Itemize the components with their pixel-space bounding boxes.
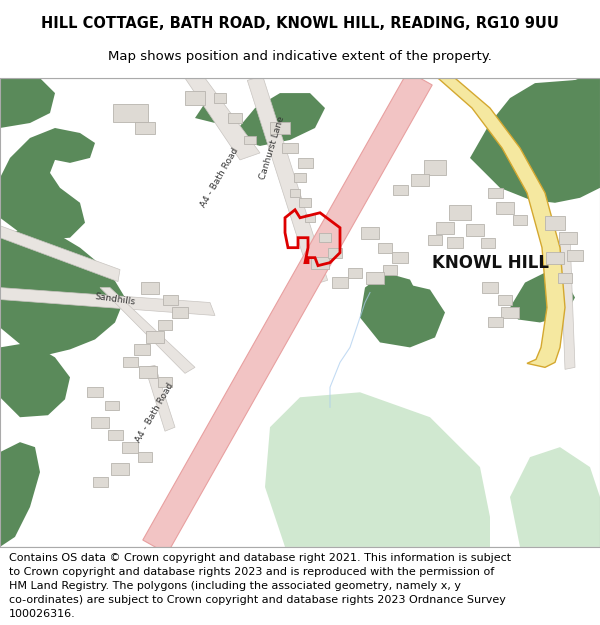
Bar (348, 268, 362, 278)
Bar (558, 272, 572, 282)
Polygon shape (185, 78, 260, 160)
Bar (270, 122, 290, 134)
Bar (361, 227, 379, 239)
Bar (146, 331, 164, 343)
Polygon shape (0, 342, 70, 418)
Bar (290, 189, 300, 197)
Polygon shape (560, 236, 575, 369)
Bar (122, 442, 138, 452)
Bar (158, 378, 172, 388)
Bar (185, 91, 205, 105)
Bar (122, 357, 137, 367)
Bar (487, 318, 503, 328)
Polygon shape (510, 272, 575, 322)
Text: HM Land Registry. The polygons (including the associated geometry, namely x, y: HM Land Registry. The polygons (includin… (9, 581, 461, 591)
Bar (487, 188, 503, 198)
Polygon shape (0, 442, 40, 547)
Bar (411, 174, 429, 186)
Bar (383, 264, 397, 274)
Polygon shape (310, 258, 325, 282)
Polygon shape (0, 78, 55, 128)
Bar (447, 238, 463, 248)
Bar (134, 344, 150, 355)
Text: A4 - Bath Road: A4 - Bath Road (199, 146, 241, 209)
Bar (228, 113, 242, 123)
Bar (91, 417, 109, 428)
Bar (392, 185, 407, 195)
Polygon shape (0, 288, 215, 316)
Bar (111, 463, 129, 475)
Text: KNOWL HILL: KNOWL HILL (431, 254, 548, 272)
Bar (366, 272, 384, 284)
Bar (559, 232, 577, 244)
Bar (139, 366, 157, 378)
Bar (546, 252, 564, 264)
Bar (332, 277, 348, 288)
Bar (135, 122, 155, 134)
Bar (299, 198, 311, 208)
Bar (105, 401, 119, 410)
Polygon shape (540, 78, 600, 123)
Text: A4 - Bath Road: A4 - Bath Road (134, 381, 176, 444)
Text: Contains OS data © Crown copyright and database right 2021. This information is : Contains OS data © Crown copyright and d… (9, 553, 511, 563)
Bar (172, 307, 188, 318)
Polygon shape (100, 288, 195, 373)
Text: HILL COTTAGE, BATH ROAD, KNOWL HILL, READING, RG10 9UU: HILL COTTAGE, BATH ROAD, KNOWL HILL, REA… (41, 16, 559, 31)
Polygon shape (265, 392, 490, 547)
Polygon shape (0, 228, 125, 356)
Bar (138, 452, 152, 462)
Text: co-ordinates) are subject to Crown copyright and database rights 2023 Ordnance S: co-ordinates) are subject to Crown copyr… (9, 595, 506, 605)
Text: 100026316.: 100026316. (9, 609, 76, 619)
Bar (466, 224, 484, 236)
Bar (449, 205, 471, 220)
Polygon shape (0, 128, 95, 240)
Polygon shape (143, 71, 432, 554)
Bar (113, 104, 148, 122)
Polygon shape (247, 76, 328, 285)
Polygon shape (510, 447, 600, 547)
Polygon shape (415, 78, 565, 368)
Bar (214, 93, 226, 103)
Polygon shape (230, 93, 325, 146)
Text: Map shows position and indicative extent of the property.: Map shows position and indicative extent… (108, 50, 492, 62)
Bar (392, 252, 408, 263)
Bar (545, 216, 565, 230)
Bar (311, 257, 329, 269)
Bar (424, 161, 446, 176)
Polygon shape (470, 78, 600, 202)
Text: Canhurst Lane: Canhurst Lane (258, 115, 286, 181)
Bar (328, 248, 342, 258)
Text: Sandhills: Sandhills (94, 292, 136, 307)
Bar (496, 202, 514, 214)
Bar (498, 294, 512, 304)
Bar (158, 321, 172, 331)
Bar (305, 214, 315, 222)
Bar (282, 143, 298, 153)
Polygon shape (145, 366, 175, 431)
Polygon shape (360, 272, 420, 328)
Bar (107, 430, 122, 440)
Bar (428, 235, 442, 244)
Bar (163, 294, 178, 304)
Bar (436, 222, 454, 234)
Bar (378, 242, 392, 252)
Polygon shape (360, 282, 445, 348)
Polygon shape (195, 100, 225, 123)
Bar (294, 173, 306, 182)
Bar (141, 282, 159, 294)
Bar (482, 282, 498, 293)
Bar (87, 388, 103, 398)
Bar (481, 238, 495, 248)
Bar (298, 158, 313, 168)
Bar (567, 250, 583, 261)
Bar (92, 477, 107, 487)
Polygon shape (0, 226, 120, 282)
Bar (501, 306, 519, 319)
Bar (319, 233, 331, 242)
Text: to Crown copyright and database rights 2023 and is reproduced with the permissio: to Crown copyright and database rights 2… (9, 568, 494, 578)
Bar (244, 136, 256, 144)
Bar (513, 215, 527, 225)
